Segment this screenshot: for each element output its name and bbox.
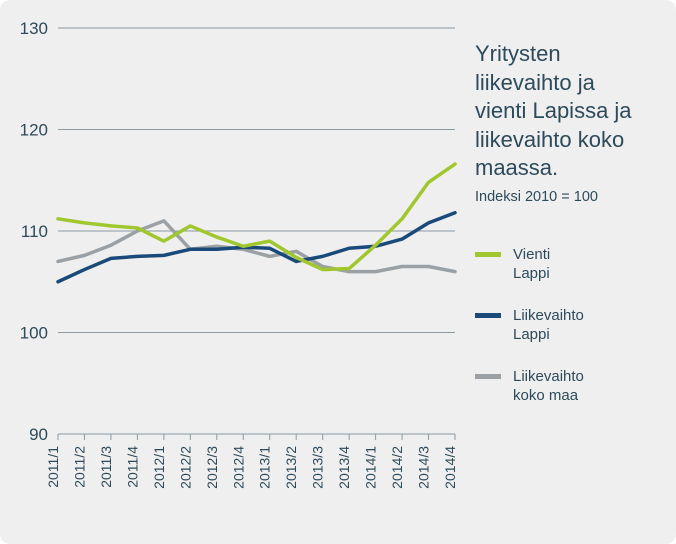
legend-label: VientiLappi: [513, 245, 550, 284]
xtick-label: 2013/4: [336, 446, 352, 489]
ytick-label: 130: [20, 19, 48, 38]
chart-title: Yritystenliikevaihto javienti Lapissa ja…: [475, 40, 656, 183]
line-chart-svg: 90 100 110 120 130 2011/1 2011/2 2011/3 2011/4 20…: [0, 0, 465, 544]
chart-subtitle: Indeksi 2010 = 100: [475, 189, 656, 205]
ytick-label: 120: [20, 121, 48, 140]
ytick-label: 90: [29, 425, 48, 444]
xtick-label: 2011/2: [71, 446, 87, 488]
xtick-label: 2011/1: [45, 446, 61, 488]
legend-item-liikevaihto-koko-maa: Liikevaihtokoko maa: [475, 367, 656, 406]
plot-area: 90 100 110 120 130 2011/1 2011/2 2011/3 2011/4 20…: [0, 0, 465, 544]
ytick-label: 100: [20, 324, 48, 343]
chart-container: 90 100 110 120 130 2011/1 2011/2 2011/3 2011/4 20…: [0, 0, 676, 544]
ytick-label: 110: [21, 222, 48, 241]
xtick-label: 2012/3: [204, 446, 220, 489]
legend-item-liikevaihto-lappi: LiikevaihtoLappi: [475, 306, 656, 345]
right-panel: Yritystenliikevaihto javienti Lapissa ja…: [465, 0, 676, 544]
xtick-label: 2014/3: [416, 446, 432, 489]
legend-label: Liikevaihtokoko maa: [513, 367, 584, 406]
xtick-label: 2014/4: [442, 446, 458, 489]
legend: VientiLappi LiikevaihtoLappi Liikevaihtoko…: [475, 245, 656, 406]
xtick-label: 2013/1: [257, 446, 273, 489]
xtick-label: 2012/2: [177, 446, 193, 489]
xtick-label: 2013/3: [310, 446, 326, 489]
legend-item-vienti-lappi: VientiLappi: [475, 245, 656, 284]
legend-swatch: [475, 313, 501, 318]
xtick-label: 2011/3: [98, 446, 114, 488]
xtick-label: 2012/4: [230, 446, 246, 489]
xtick-label: 2014/1: [363, 446, 379, 489]
xtick-label: 2012/1: [151, 446, 167, 489]
xtick-label: 2014/2: [389, 446, 405, 489]
xtick-label: 2013/2: [283, 446, 299, 489]
legend-label: LiikevaihtoLappi: [513, 306, 584, 345]
legend-swatch: [475, 374, 501, 379]
legend-swatch: [475, 252, 501, 257]
xtick-label: 2011/4: [124, 446, 140, 488]
